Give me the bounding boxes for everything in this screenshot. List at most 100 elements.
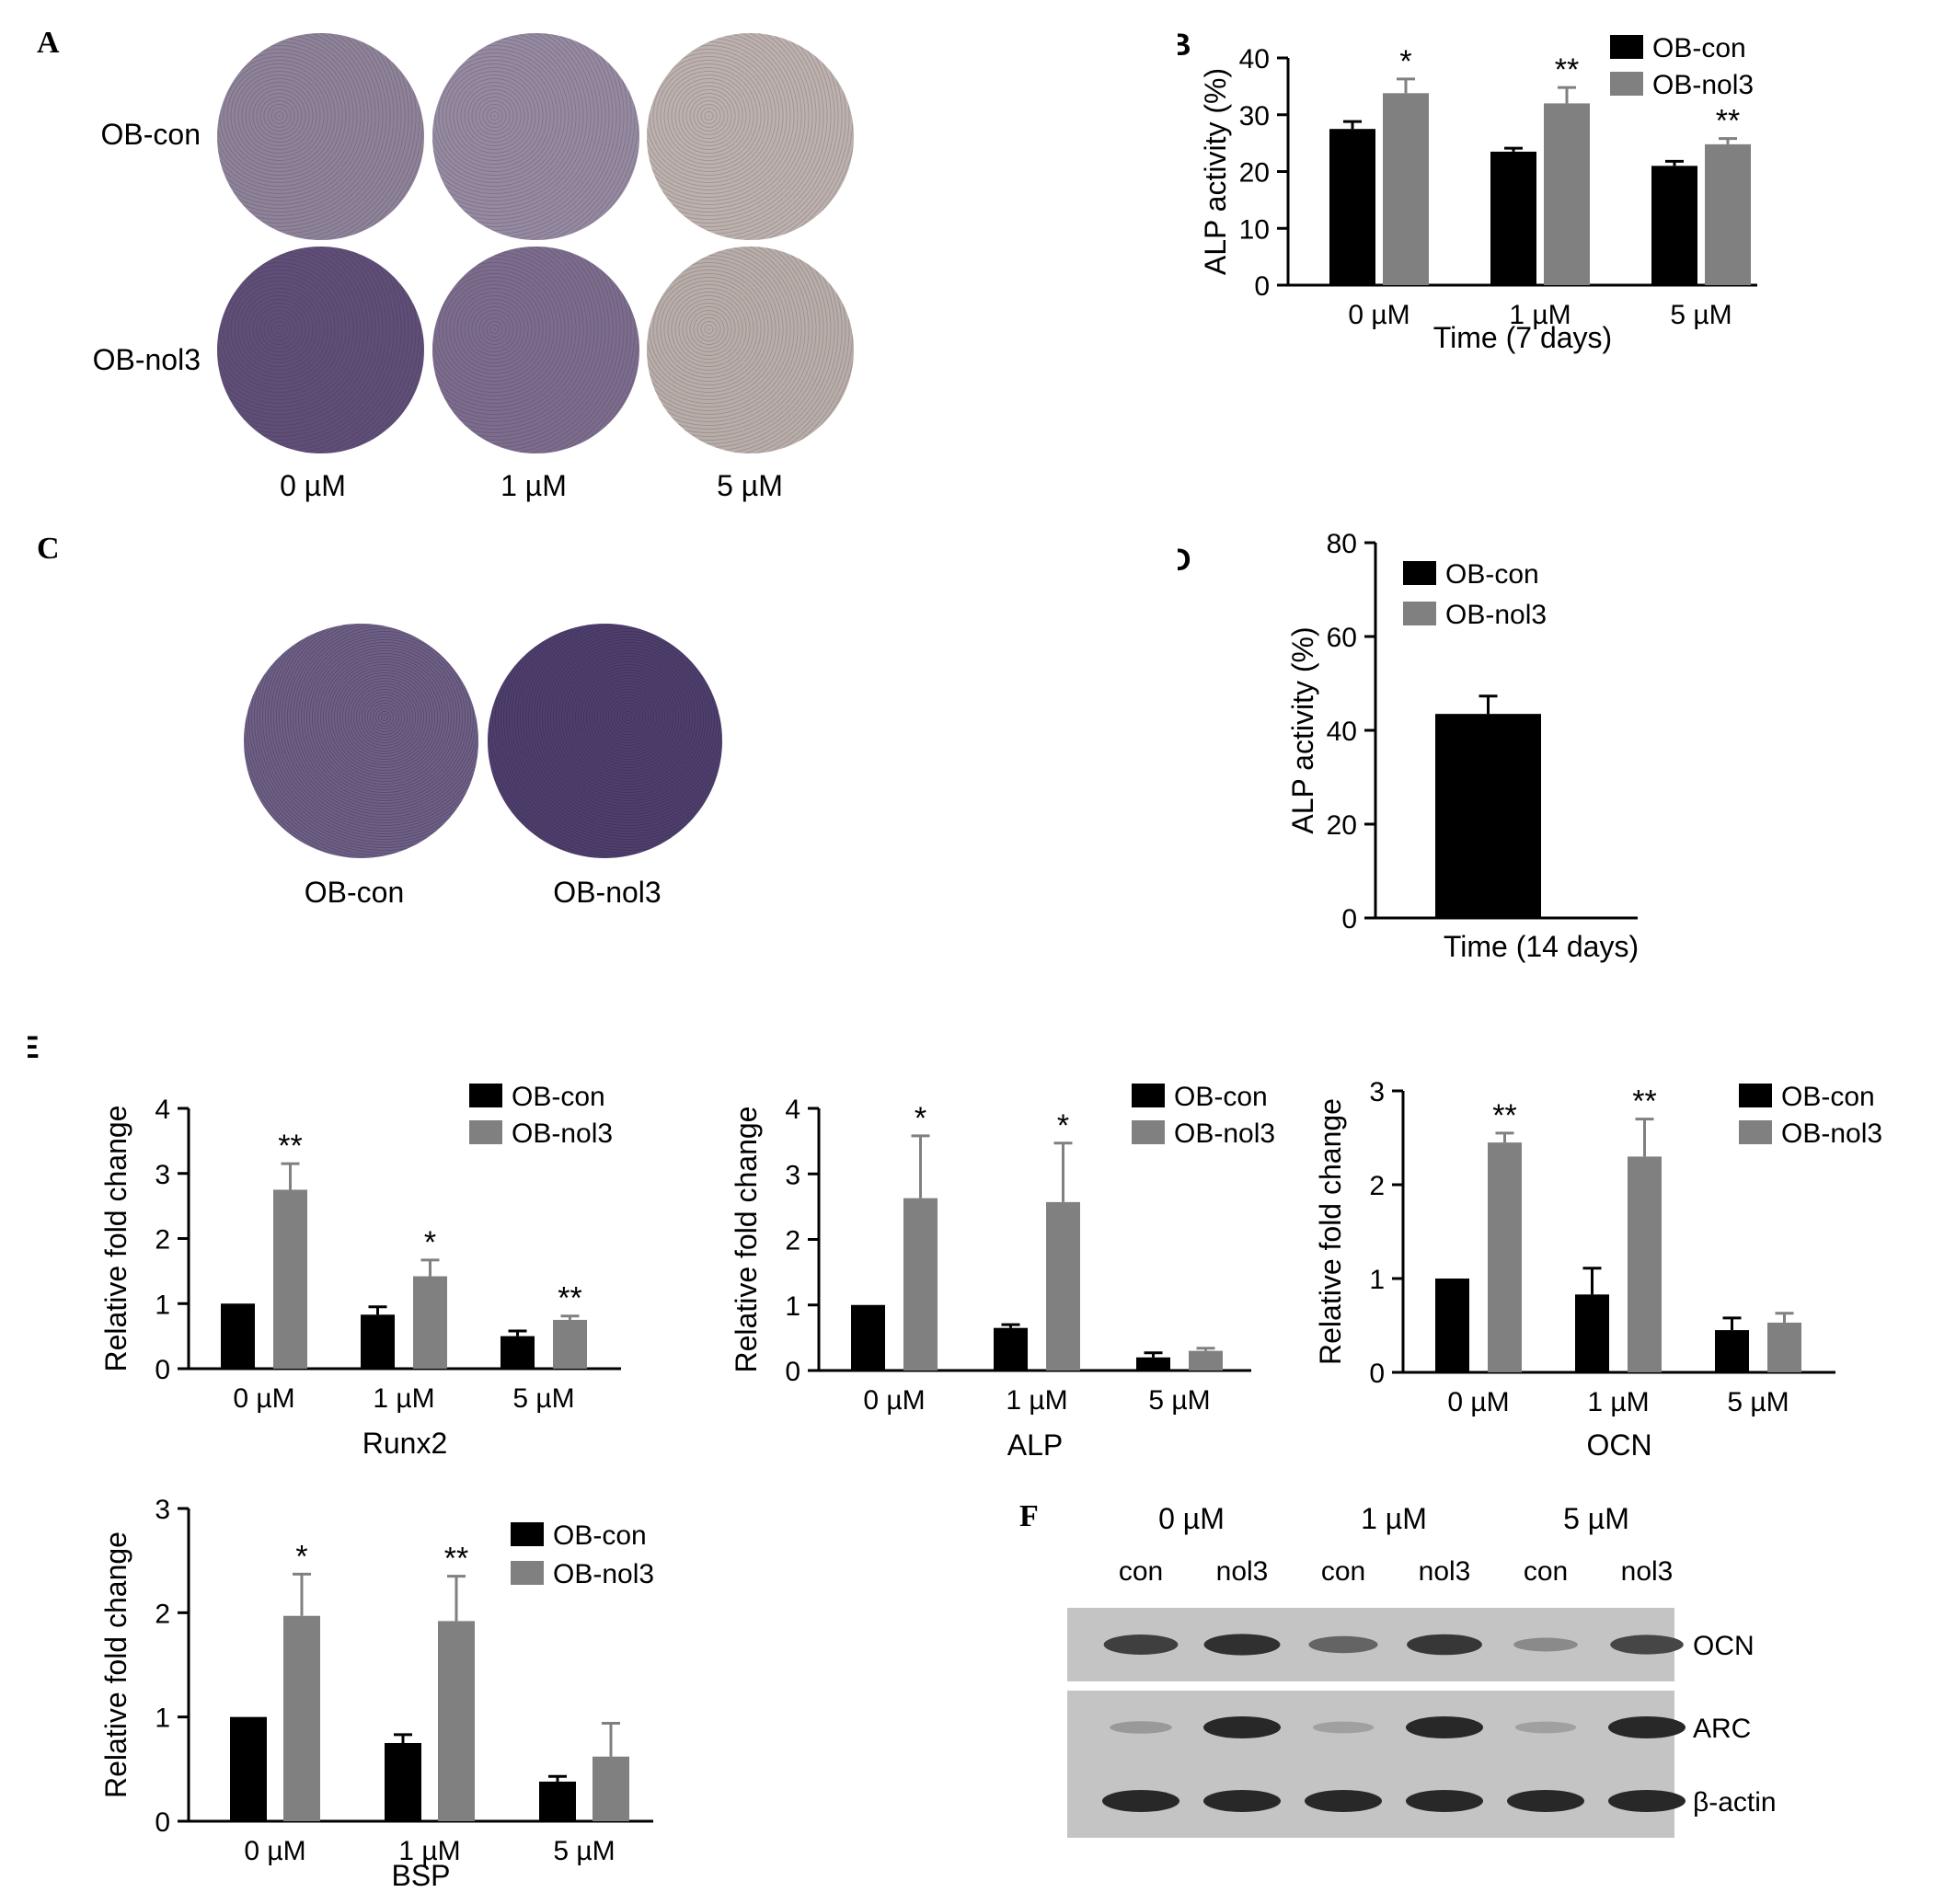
legend-label: OB-con <box>1445 559 1539 590</box>
dish-c-label-ob-con: OB-con <box>304 876 405 909</box>
legend-label: OB-nol3 <box>1174 1118 1275 1149</box>
significance-mark: ** <box>1716 104 1740 139</box>
significance-mark: ** <box>1555 52 1579 87</box>
y-tick-label: 20 <box>1239 158 1270 189</box>
western-blot-svg: 0 µM 1 µM 5 µM con nol3 con nol3 con nol3 OCN ARC β… <box>1067 1502 1777 1838</box>
bar-ob-con-2 <box>1715 1330 1749 1372</box>
y-tick-label: 1 <box>1369 1265 1385 1295</box>
x-axis-label: Time (14 days) <box>1444 930 1638 963</box>
bar-ob-con-2 <box>1651 166 1697 285</box>
bar-ob-nol3-0 <box>1488 1142 1522 1372</box>
y-tick-label: 60 <box>1327 623 1357 653</box>
category-label: 1 µM <box>398 1836 460 1866</box>
y-tick-label: 4 <box>155 1095 170 1125</box>
category-label: 5 µM <box>1727 1387 1789 1417</box>
y-tick-label: 0 <box>155 1355 170 1385</box>
significance-mark: * <box>424 1225 436 1260</box>
bar-ob-con-0 <box>1435 1279 1469 1372</box>
bar-ob-nol3-0 <box>903 1198 938 1371</box>
y-axis-label: ALP activity (%) <box>1199 68 1232 275</box>
bar-ob-nol3-2 <box>1189 1350 1223 1371</box>
blot-band <box>1608 1790 1686 1812</box>
significance-mark: * <box>1399 44 1411 79</box>
chart-e-bsp-group: 0 1 2 3 Relative fold change * 0 µM ** 1 µM 5 µM B… <box>99 1495 654 1892</box>
blot-band <box>1610 1634 1684 1655</box>
blot-lane-label: nol3 <box>1621 1556 1674 1587</box>
legend-label: OB-nol3 <box>1652 70 1754 100</box>
y-tick-label: 10 <box>1239 214 1270 245</box>
category-label: 0 µM <box>244 1836 305 1866</box>
dish-c-ob-con <box>244 624 478 858</box>
panel-letter-d: D <box>1178 543 1191 578</box>
category-label: 1 µM <box>1006 1385 1067 1416</box>
panel-letter-f: F <box>1019 1499 1039 1533</box>
category-label: 0 µM <box>863 1385 925 1416</box>
chart-b: B 0 10 20 30 40 ALP activity (%) * 0 µM ** 1 µM ** 5… <box>1168 18 1877 506</box>
blot-band <box>1406 1790 1483 1812</box>
legend-swatch <box>1403 602 1436 625</box>
bar-ob-nol3-2 <box>593 1756 629 1821</box>
category-label: 5 µM <box>1670 300 1732 330</box>
y-axis-label: ALP activity (%) <box>1286 626 1319 833</box>
y-tick-label: 2 <box>785 1226 800 1256</box>
bar-ob-nol3-0 <box>273 1189 307 1369</box>
bar-ob-nol3-1 <box>438 1621 475 1821</box>
bar-ob-con-0 <box>221 1303 255 1369</box>
western-blot: 0 µM 1 µM 5 µM con nol3 con nol3 con nol3 OCN ARC β… <box>1012 1490 1950 1876</box>
y-tick-label: 0 <box>1369 1359 1385 1389</box>
legend-label: OB-con <box>512 1082 605 1112</box>
blot-group: 0 µM 1 µM 5 µM con nol3 con nol3 con nol3 OCN ARC β… <box>1067 1502 1777 1838</box>
y-tick-label: 0 <box>1254 271 1270 302</box>
blot-band <box>1102 1790 1179 1812</box>
bar-ob-con-2 <box>539 1781 576 1821</box>
legend-swatch <box>1132 1120 1165 1144</box>
legend-label: OB-con <box>553 1520 647 1551</box>
chart-e-runx2-svg: E 0 1 2 3 4 Relative fold change ** 0 µM * 1 µM ** 5… <box>18 1030 621 1460</box>
blot-band <box>1103 1634 1179 1655</box>
blot-band <box>1203 1716 1281 1738</box>
row-label-ob-nol3: OB-nol3 <box>92 343 201 376</box>
y-tick-label: 1 <box>785 1291 800 1322</box>
significance-mark: * <box>1057 1108 1069 1143</box>
bar-ob-con-0 <box>851 1304 885 1371</box>
category-label: 5 µM <box>553 1836 615 1866</box>
legend-label: OB-nol3 <box>512 1118 613 1149</box>
y-tick-label: 80 <box>1327 533 1357 559</box>
dish-ob-nol3-0um <box>217 247 424 453</box>
y-tick-label: 0 <box>155 1807 170 1838</box>
y-axis-label: Relative fold change <box>99 1106 132 1372</box>
category-label: 5 µM <box>1148 1385 1210 1416</box>
dish-ob-con-5um <box>647 33 854 240</box>
significance-mark: ** <box>278 1129 302 1164</box>
significance-mark: * <box>295 1539 307 1574</box>
legend-swatch <box>469 1120 502 1144</box>
y-tick-label: 1 <box>155 1703 170 1734</box>
legend-label: OB-con <box>1781 1082 1875 1112</box>
category-label: 1 µM <box>1509 300 1571 330</box>
panel-letter-a: A <box>37 26 60 60</box>
legend-label: OB-nol3 <box>1781 1118 1882 1149</box>
bar-ob-nol3-0 <box>283 1615 320 1821</box>
blot-band <box>1513 1637 1578 1652</box>
bar-ob-nol3-0 <box>1383 93 1429 285</box>
legend-swatch <box>1739 1120 1772 1144</box>
x-axis-label: OCN <box>1586 1428 1651 1462</box>
y-tick-label: 40 <box>1239 44 1270 75</box>
blot-band <box>1312 1721 1375 1734</box>
legend-label: OB-con <box>1174 1082 1268 1112</box>
blot-band <box>1406 1716 1483 1738</box>
blot-row-label: ARC <box>1693 1714 1751 1744</box>
significance-mark: ** <box>558 1281 581 1316</box>
y-tick-label: 20 <box>1327 810 1357 841</box>
legend-swatch <box>511 1561 544 1585</box>
y-tick-label: 4 <box>785 1095 800 1125</box>
col-label-1um: 1 µM <box>501 469 567 502</box>
x-axis-label: Runx2 <box>362 1427 448 1460</box>
chart-e-runx2-group: E 0 1 2 3 4 Relative fold change ** 0 µM * 1 µM ** 5… <box>18 1030 621 1460</box>
category-label: 1 µM <box>373 1383 434 1414</box>
y-tick-label: 30 <box>1239 101 1270 132</box>
panel-letter-e: E <box>28 1030 40 1065</box>
